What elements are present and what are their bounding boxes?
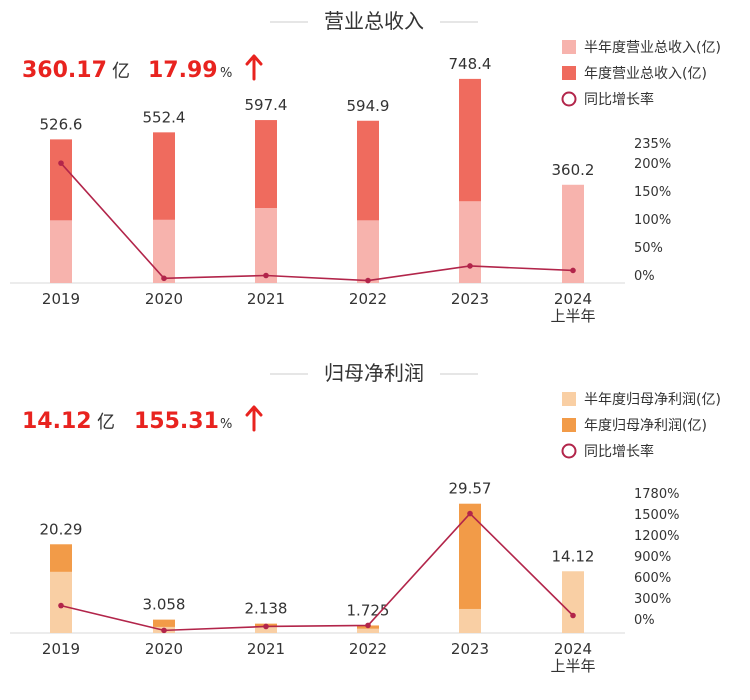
legend-marker-growth <box>561 443 577 459</box>
bar-half <box>255 626 277 633</box>
data-label: 3.058 <box>143 596 186 614</box>
x-tick-label: 2023 <box>451 290 489 308</box>
x-tick-label: 2020 <box>145 640 183 658</box>
up-arrow-head <box>245 54 263 66</box>
bar-year <box>459 503 481 633</box>
data-label: 2.138 <box>245 600 288 618</box>
up-arrow-head <box>245 405 263 417</box>
growth-point <box>570 612 576 619</box>
legend-label-year: 年度营业总收入(亿) <box>584 66 707 82</box>
growth-point <box>467 263 473 269</box>
data-label: 1.725 <box>347 601 390 619</box>
growth-point <box>58 602 64 609</box>
right-axis-tick: 150% <box>634 185 671 200</box>
legend-label-half: 半年度归母净利润(亿) <box>584 391 721 408</box>
data-label: 594.9 <box>347 97 390 115</box>
headline-unit: 亿 <box>97 412 115 433</box>
right-axis-tick: 900% <box>634 550 671 565</box>
chart-title: 归母净利润 <box>324 361 424 385</box>
legend-label-growth: 同比增长率 <box>584 91 654 108</box>
right-axis-tick: 600% <box>634 571 671 586</box>
headline-value: 360.17 <box>22 58 107 83</box>
growth-point <box>467 510 473 517</box>
bar-half <box>153 219 175 283</box>
growth-point <box>365 277 371 284</box>
right-axis-tick: 50% <box>634 241 663 256</box>
growth-point <box>263 272 269 279</box>
legend-marker-growth <box>561 91 577 107</box>
headline-unit: 亿 <box>112 61 130 82</box>
data-label: 526.6 <box>40 115 83 133</box>
legend-swatch-year <box>562 66 576 80</box>
right-axis-tick: 300% <box>634 592 671 607</box>
data-label: 748.4 <box>449 55 492 73</box>
x-tick-label: 2019 <box>42 290 80 308</box>
legend-swatch-half <box>562 40 576 54</box>
right-axis-tick: 1500% <box>634 508 679 523</box>
data-label: 29.57 <box>449 480 492 498</box>
bar-half <box>459 201 481 283</box>
right-axis-tick: 1780% <box>634 487 679 502</box>
data-label: 360.2 <box>552 161 595 179</box>
legend-label-growth: 同比增长率 <box>584 443 654 460</box>
x-tick-label: 2024 <box>554 640 592 658</box>
headline-growth: 17.99 <box>148 58 218 83</box>
x-tick-label: 上半年 <box>550 657 595 675</box>
right-axis-tick: 100% <box>634 213 671 228</box>
growth-point <box>161 627 167 634</box>
headline-growth-unit: % <box>220 417 232 432</box>
legend-swatch-year <box>562 418 576 432</box>
growth-line <box>60 512 574 632</box>
data-label: 552.4 <box>143 108 186 126</box>
growth-point <box>365 622 371 629</box>
right-axis-tick: 200% <box>634 157 671 172</box>
data-label: 20.29 <box>40 520 83 538</box>
x-tick-label: 2021 <box>247 290 285 308</box>
x-tick-label: 2020 <box>145 290 183 308</box>
bar-half <box>562 571 584 633</box>
x-tick-label: 上半年 <box>550 307 595 325</box>
growth-point <box>570 267 576 274</box>
bar-half <box>357 220 379 283</box>
bar-half <box>459 608 481 633</box>
x-tick-label: 2022 <box>349 640 387 658</box>
right-axis-tick: 1200% <box>634 529 679 544</box>
growth-point <box>58 160 64 166</box>
legend-swatch-half <box>562 392 576 406</box>
bar-half <box>50 220 72 283</box>
bar-half <box>562 184 584 283</box>
up-arrow-icon <box>245 54 263 81</box>
data-label: 597.4 <box>245 96 288 114</box>
legend-label-year: 年度归母净利润(亿) <box>584 417 707 434</box>
x-tick-label: 2024 <box>554 290 592 308</box>
x-tick-label: 2021 <box>247 640 285 658</box>
x-tick-label: 2022 <box>349 290 387 308</box>
chart-title: 营业总收入 <box>324 9 424 33</box>
growth-point <box>263 623 269 630</box>
x-tick-label: 2023 <box>451 640 489 658</box>
up-arrow-icon <box>245 405 263 432</box>
growth-point <box>161 275 167 282</box>
headline-growth: 155.31 <box>134 409 219 434</box>
headline-value: 14.12 <box>22 409 92 434</box>
right-axis-tick: 0% <box>634 613 655 628</box>
data-label: 14.12 <box>552 547 595 565</box>
revenue-chart: 营业总收入 360.17 亿 17.99 % 半年度营业总收入(亿) 年度营业总收入(亿) 同… <box>10 9 721 325</box>
headline-growth-unit: % <box>220 66 232 81</box>
right-axis-tick: 235% <box>634 137 671 152</box>
bar-half <box>357 628 379 633</box>
right-axis-tick: 0% <box>634 269 655 284</box>
x-tick-label: 2019 <box>42 640 80 658</box>
growth-line <box>60 162 574 282</box>
bar-half <box>255 208 277 283</box>
bar-half <box>50 571 72 633</box>
legend-label-half: 半年度营业总收入(亿) <box>584 40 721 56</box>
